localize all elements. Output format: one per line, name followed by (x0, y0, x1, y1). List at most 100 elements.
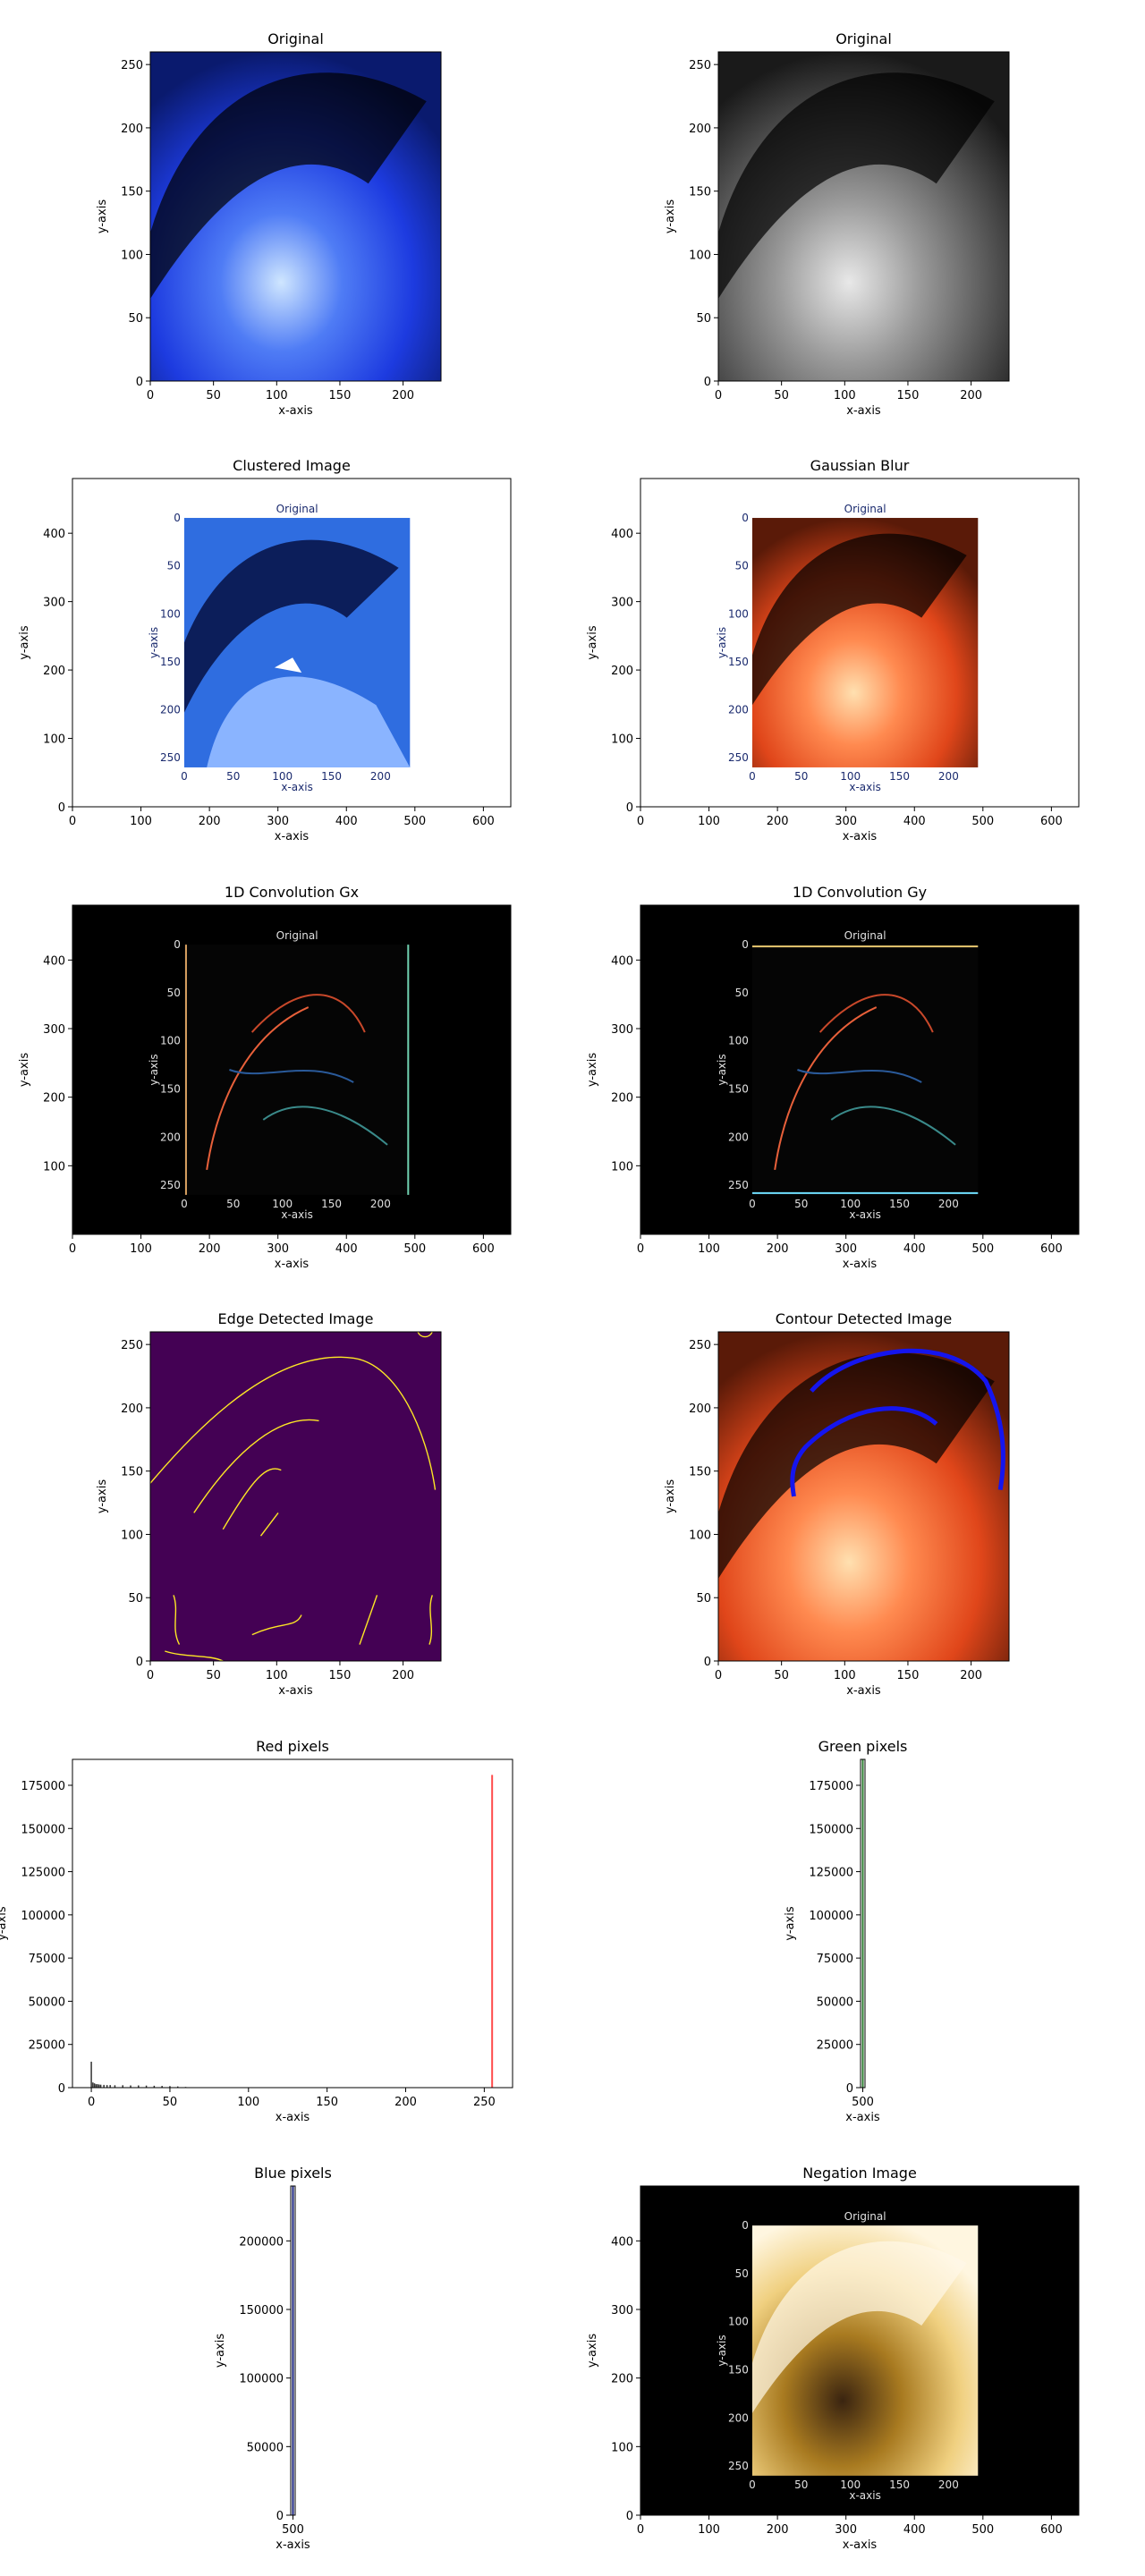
inner-x-tick: 0 (749, 2479, 756, 2491)
y-tick-label: 150 (121, 1466, 143, 1479)
y-tick-label: 0 (58, 801, 65, 815)
y-tick-label: 100 (689, 249, 711, 262)
inner-y-label: y-axis (716, 1054, 728, 1085)
y-axis-label: y-axis (664, 199, 677, 233)
panel-p4: Original 0 50 100 150 200 0 50 100 150 200 250 x-axi… (586, 457, 1080, 843)
x-tick-label: 100 (130, 815, 152, 828)
inner-x-tick: 200 (938, 770, 959, 783)
x-tick-label: 500 (852, 2096, 874, 2109)
y-tick-label: 150000 (239, 2304, 284, 2318)
cluster-light (207, 676, 411, 767)
inner-y-tick: 0 (742, 2219, 749, 2232)
contour-inner (790, 1406, 938, 1497)
y-tick-label: 400 (43, 528, 65, 541)
inner-x-tick: 150 (889, 2479, 910, 2491)
panel-title: Green pixels (818, 1738, 908, 1755)
y-tick-label: 150000 (21, 1823, 65, 1836)
y-tick-label: 100000 (239, 2373, 284, 2386)
x-tick-label: 0 (147, 389, 154, 402)
y-tick-label: 0 (136, 376, 143, 389)
y-tick-label: 250 (121, 1339, 143, 1352)
x-tick-label: 0 (637, 1242, 644, 1256)
panel-p5: Original 0 50 100 150 200 0 50 100 150 200 250 x-axi… (18, 884, 512, 1271)
y-tick-label: 50 (128, 1592, 143, 1606)
axes-frame (640, 478, 1080, 808)
inner-x-tick: 50 (794, 770, 808, 783)
inner-x-tick: 150 (889, 1198, 910, 1210)
inner-y-tick: 150 (728, 2364, 749, 2377)
x-tick-label: 400 (903, 1242, 926, 1256)
inner-y-tick: 50 (735, 560, 749, 572)
gradient-edge (250, 994, 366, 1033)
y-axis-label: y-axis (18, 1053, 31, 1087)
x-tick-label: 100 (698, 815, 720, 828)
x-tick-label: 150 (897, 1669, 920, 1682)
x-tick-label: 200 (960, 1669, 982, 1682)
panel-title: Gaussian Blur (810, 457, 910, 474)
y-tick-label: 0 (136, 1656, 143, 1669)
x-axis-label: x-axis (278, 1684, 313, 1698)
panel-title: Original (835, 30, 892, 47)
y-tick-label: 175000 (21, 1780, 65, 1793)
x-tick-label: 100 (130, 1242, 152, 1256)
x-tick-label: 400 (335, 1242, 358, 1256)
x-tick-label: 400 (335, 815, 358, 828)
inner-x-tick: 100 (840, 770, 861, 783)
y-tick-label: 50000 (247, 2441, 284, 2454)
x-tick-label: 150 (316, 2096, 338, 2109)
inner-x-tick: 150 (321, 770, 342, 783)
inner-y-tick: 200 (728, 1131, 749, 1143)
axes-frame (72, 1758, 513, 2089)
dark-lumen-region (718, 1352, 995, 1579)
axes-frame (640, 904, 1080, 1235)
x-tick-label: 100 (266, 1669, 288, 1682)
panel-title: 1D Convolution Gy (793, 884, 927, 901)
y-tick-label: 0 (58, 2082, 65, 2096)
x-axis-label: x-axis (845, 2111, 880, 2124)
y-tick-label: 300 (611, 2304, 633, 2318)
panel-title: 1D Convolution Gx (225, 884, 359, 901)
inner-x-tick: 200 (370, 770, 391, 783)
inner-y-tick: 50 (167, 560, 181, 572)
y-tick-label: 0 (626, 801, 633, 815)
panel-title: Edge Detected Image (218, 1310, 374, 1327)
inner-y-tick: 200 (728, 704, 749, 716)
x-tick-label: 100 (834, 389, 856, 402)
y-axis-label: y-axis (214, 2334, 227, 2368)
x-tick-label: 300 (835, 1242, 857, 1256)
y-tick-label: 100000 (809, 1910, 853, 1923)
y-tick-label: 125000 (21, 1867, 65, 1880)
x-tick-label: 400 (903, 2523, 926, 2537)
inner-x-tick: 200 (370, 1198, 391, 1210)
inner-x-tick: 100 (840, 1198, 861, 1210)
panel-p8: Contour Detected Image 0 50 100 150 200 0 50 100… (664, 1310, 1010, 1698)
inner-y-tick: 150 (728, 656, 749, 668)
y-tick-label: 200000 (239, 2235, 284, 2249)
axes-frame (717, 1331, 1010, 1662)
panel-p6: Original 0 50 100 150 200 0 50 100 150 200 250 x-axi… (586, 884, 1080, 1271)
x-axis-label: x-axis (276, 2538, 310, 2552)
edge-line (417, 1331, 433, 1338)
panel-title: Contour Detected Image (776, 1310, 953, 1327)
gradient-edge (206, 1006, 310, 1171)
x-axis-label: x-axis (843, 830, 878, 843)
y-tick-label: 200 (121, 1402, 143, 1416)
y-tick-label: 0 (704, 376, 711, 389)
y-tick-label: 250 (689, 1339, 711, 1352)
panel-p10: Green pixels 5000 25000 50000 75000 100000 125… (784, 1738, 907, 2124)
inner-y-tick: 100 (728, 1035, 749, 1047)
inner-y-label: y-axis (148, 627, 160, 658)
panel-p12: Original 0 50 100 150 200 0 50 100 150 200 250 x-axi… (586, 2165, 1080, 2552)
inner-y-tick: 50 (735, 2267, 749, 2280)
panel-p9: Red pixels 0 50 100 150 200 250 0 25000 50000 7500… (0, 1738, 513, 2124)
axes-frame (72, 478, 512, 808)
x-axis-label: x-axis (846, 1684, 881, 1698)
y-tick-label: 200 (611, 665, 633, 678)
y-tick-label: 250 (689, 59, 711, 72)
image-raster (150, 1332, 441, 1661)
inner-y-tick: 250 (160, 1179, 181, 1191)
x-tick-label: 200 (767, 1242, 789, 1256)
y-tick-label: 200 (689, 123, 711, 136)
y-tick-label: 200 (689, 1402, 711, 1416)
